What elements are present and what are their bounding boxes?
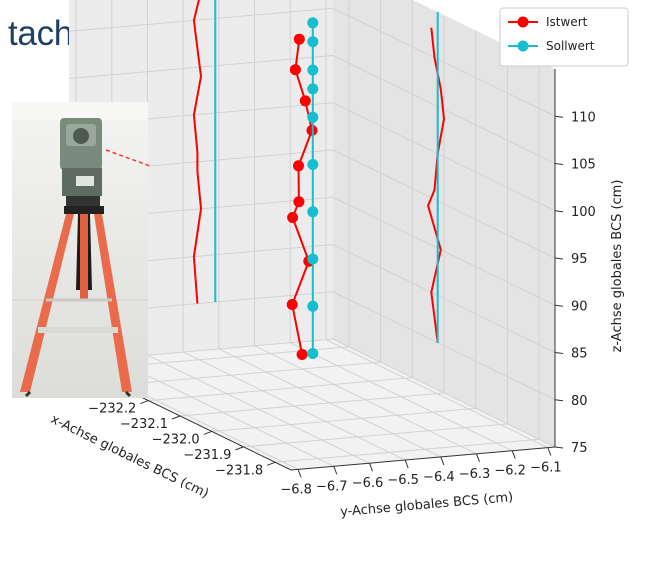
x-tick-mark <box>266 461 276 466</box>
grid-line <box>211 407 476 432</box>
data-point <box>307 348 319 359</box>
grid-line <box>179 392 445 417</box>
grid-line <box>243 423 508 448</box>
grid-line <box>182 351 406 461</box>
z-tick-mark <box>554 163 564 165</box>
z-tick-mark <box>554 352 564 354</box>
z-tick-mark <box>554 304 564 307</box>
x-tick-mark <box>140 400 149 405</box>
legend-label: Istwert <box>546 15 588 29</box>
legend-marker <box>517 16 529 28</box>
y-tick-mark <box>440 456 445 466</box>
z-tick-label: 85 <box>571 347 588 362</box>
y-tick-mark <box>476 453 480 463</box>
y-tick-label: −6.2 <box>494 464 526 479</box>
grid-line <box>332 196 556 306</box>
grid-line <box>275 438 540 463</box>
legend: Istwert Sollwert <box>499 7 629 67</box>
y-tick-label: −6.3 <box>459 467 491 482</box>
projection-back-istwert <box>192 0 203 304</box>
grid-line <box>332 55 556 164</box>
data-point <box>307 111 319 123</box>
z-tick-label: 90 <box>571 299 588 314</box>
y-tick-label: −6.4 <box>423 470 455 485</box>
grid-line <box>68 55 334 79</box>
y-axis-label: y-Achse globales BCS (cm) <box>340 490 514 520</box>
grid-line <box>147 354 370 464</box>
grid-line <box>254 345 477 455</box>
data-point <box>289 64 301 76</box>
x-tick-label: −232.2 <box>88 402 136 417</box>
y-tick-label: −6.8 <box>280 482 312 497</box>
y-tick-label: −6.1 <box>530 461 562 476</box>
data-point <box>307 64 319 76</box>
grid-line <box>325 339 549 449</box>
legend-label: Sollwert <box>546 39 595 53</box>
data-point <box>293 33 305 45</box>
y-tick-label: −6.7 <box>316 479 348 494</box>
z-tick-mark <box>554 210 564 213</box>
data-point <box>293 196 305 208</box>
grid-line <box>148 377 413 402</box>
data-point <box>307 300 319 312</box>
series-lines <box>286 17 319 360</box>
grid-line <box>218 348 442 458</box>
data-point <box>296 349 308 360</box>
y-tick-mark <box>511 450 516 459</box>
grid-line <box>332 7 556 117</box>
grid-line <box>289 342 513 452</box>
z-tick-label: 80 <box>571 394 588 409</box>
x-tick-label: −231.9 <box>183 448 231 463</box>
z-tick-mark <box>554 257 564 260</box>
z-tick-label: 75 <box>571 441 588 456</box>
data-point <box>293 160 304 172</box>
legend-marker <box>517 40 529 52</box>
x-tick-label: −232.1 <box>120 417 168 432</box>
y-axis-line <box>290 446 556 471</box>
data-point <box>307 253 319 265</box>
x-tick-mark <box>171 415 181 420</box>
y-tick-mark <box>369 462 373 472</box>
x-tick-label: −232.0 <box>152 432 200 447</box>
z-tick-label: 110 <box>571 110 596 125</box>
grid-line <box>332 149 556 259</box>
z-tick-mark <box>554 399 564 402</box>
z-tick-label: 95 <box>571 252 588 267</box>
data-point <box>307 17 319 29</box>
x-tick-mark <box>235 446 244 451</box>
x-tick-mark <box>203 430 212 435</box>
z-axis-label: z-Achse globales BCS (cm) <box>610 180 625 353</box>
grid-line <box>332 102 556 212</box>
grid-line <box>111 357 335 467</box>
y-tick-label: −6.6 <box>352 476 384 491</box>
data-point <box>307 206 319 218</box>
z-tick-mark <box>554 446 564 449</box>
data-point <box>307 36 319 48</box>
y-tick-mark <box>404 459 409 469</box>
y-tick-mark <box>333 466 338 475</box>
y-tick-mark <box>297 469 302 478</box>
z-tick-label: 105 <box>571 158 596 173</box>
grid-lines <box>68 0 556 470</box>
grid-line <box>332 291 556 401</box>
grid-line <box>332 244 556 353</box>
series-projections <box>192 0 446 343</box>
grid-line <box>116 361 381 386</box>
z-tick-mark <box>554 115 564 118</box>
series-line-istwert <box>291 39 314 355</box>
data-point <box>287 212 299 223</box>
grid-line <box>68 7 334 32</box>
tachymeter-photo <box>12 102 151 398</box>
data-point <box>307 159 319 170</box>
z-tick-label: 100 <box>571 205 596 220</box>
data-point <box>286 299 298 310</box>
data-point <box>307 83 319 95</box>
x-tick-label: −231.8 <box>215 463 263 478</box>
y-tick-mark <box>547 447 552 456</box>
data-point <box>299 95 311 107</box>
y-tick-label: −6.5 <box>387 473 419 488</box>
